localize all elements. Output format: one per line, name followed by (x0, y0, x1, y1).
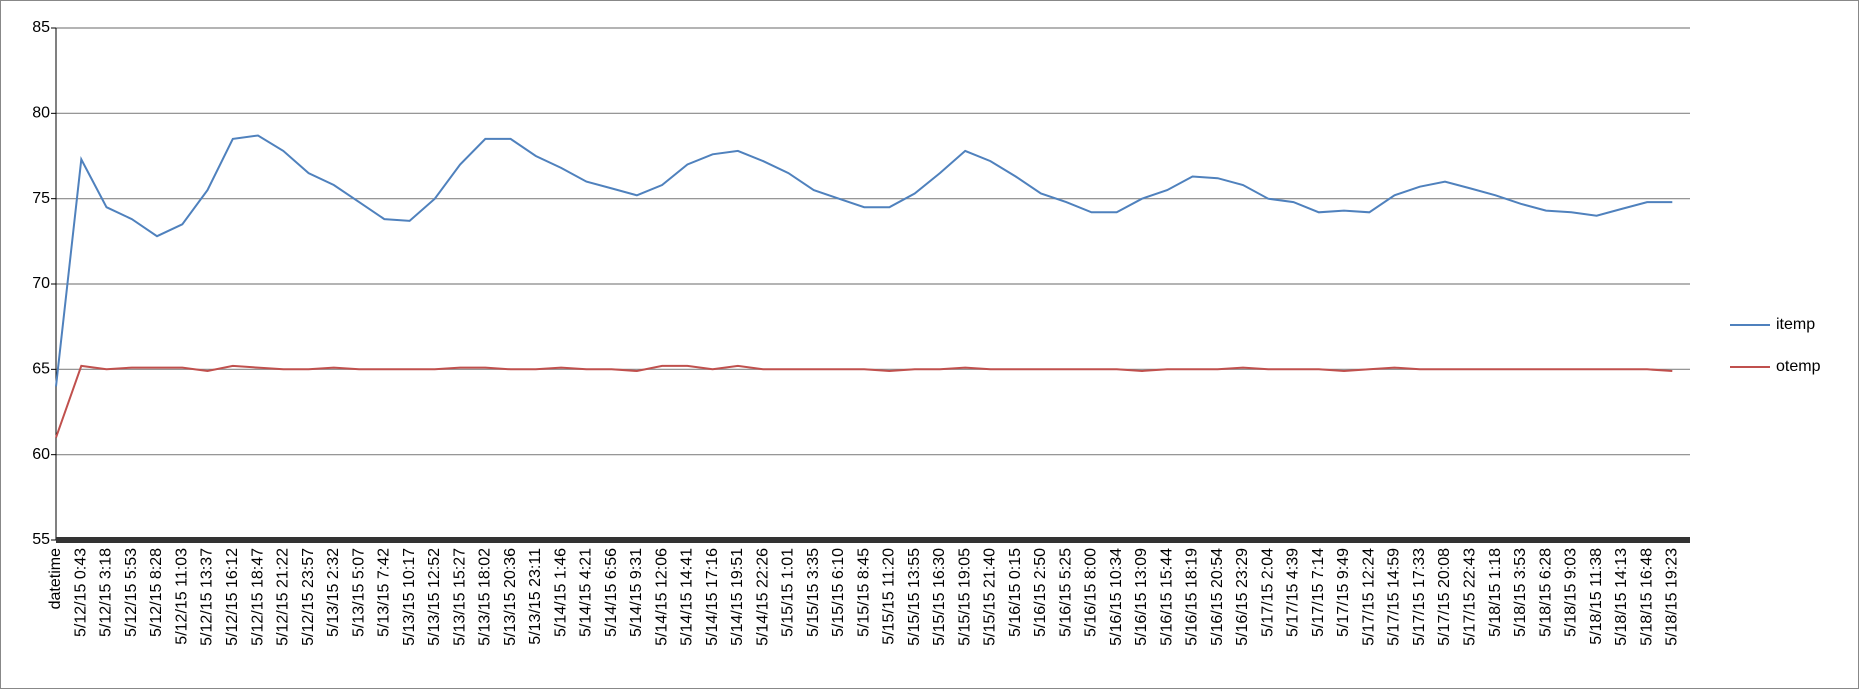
x-tick-label: 5/13/15 2:32 (325, 548, 342, 637)
x-tick-label: 5/16/15 23:29 (1234, 548, 1251, 646)
x-tick-label: 5/13/15 18:02 (477, 548, 494, 646)
x-tick-label: 5/17/15 17:33 (1411, 548, 1428, 646)
x-tick-label: 5/16/15 8:00 (1083, 548, 1100, 637)
x-tick-label: 5/13/15 12:52 (426, 548, 443, 646)
x-tick-label: 5/14/15 1:46 (552, 548, 569, 637)
x-tick-label: 5/12/15 3:18 (98, 548, 115, 637)
x-tick-label: 5/14/15 14:41 (679, 548, 696, 646)
x-tick-label: 5/15/15 3:35 (805, 548, 822, 637)
x-tick-label: 5/16/15 0:15 (1007, 548, 1024, 637)
x-tick-label: 5/15/15 1:01 (780, 548, 797, 637)
x-tick-label: 5/17/15 4:39 (1285, 548, 1302, 637)
x-tick-label: 5/15/15 6:10 (830, 548, 847, 637)
x-tick-label: 5/14/15 9:31 (628, 548, 645, 637)
x-tick-label: 5/12/15 13:37 (199, 548, 216, 646)
x-tick-label: 5/18/15 6:28 (1537, 548, 1554, 637)
x-tick-label: 5/17/15 22:43 (1462, 548, 1479, 646)
y-tick-label: 85 (32, 19, 50, 36)
x-tick-label: 5/13/15 7:42 (376, 548, 393, 637)
x-tick-label: 5/18/15 19:23 (1664, 548, 1681, 646)
x-tick-label: 5/14/15 12:06 (653, 548, 670, 646)
x-tick-label: 5/18/15 9:03 (1563, 548, 1580, 637)
series-line (55, 134, 1673, 387)
x-tick-label: 5/17/15 9:49 (1335, 548, 1352, 637)
x-tick-label: 5/13/15 23:11 (527, 548, 544, 645)
x-tick-label: 5/13/15 15:27 (451, 548, 468, 646)
x-tick-label: 5/18/15 14:13 (1613, 548, 1630, 646)
x-tick-label: 5/18/15 11:38 (1588, 548, 1605, 645)
x-tick-label: 5/18/15 1:18 (1487, 548, 1504, 637)
x-tick-label: 5/14/15 17:16 (704, 548, 721, 646)
x-tick-label: 5/17/15 14:59 (1386, 548, 1403, 646)
x-tick-label: 5/16/15 13:09 (1133, 548, 1150, 646)
y-tick-label: 70 (32, 275, 50, 292)
x-tick-label: 5/14/15 22:26 (754, 548, 771, 646)
x-tick-label: 5/15/15 8:45 (855, 548, 872, 637)
y-tick-label: 75 (32, 190, 50, 207)
legend-label: otemp (1776, 358, 1821, 375)
x-tick-label: datetime (47, 548, 64, 609)
x-tick-label: 5/14/15 4:21 (578, 548, 595, 637)
x-tick-label: 5/12/15 5:53 (123, 548, 140, 637)
x-tick-label: 5/15/15 21:40 (982, 548, 999, 646)
x-tick-label: 5/13/15 5:07 (350, 548, 367, 637)
x-tick-label: 5/13/15 20:36 (502, 548, 519, 646)
x-tick-label: 5/12/15 16:12 (224, 548, 241, 646)
x-tick-label: 5/12/15 11:03 (173, 548, 190, 645)
x-tick-label: 5/12/15 23:57 (300, 548, 317, 646)
x-tick-label: 5/17/15 12:24 (1360, 548, 1377, 646)
x-tick-label: 5/14/15 19:51 (729, 548, 746, 646)
x-tick-label: 5/12/15 21:22 (275, 548, 292, 646)
y-tick-label: 60 (32, 446, 50, 463)
x-tick-label: 5/15/15 13:55 (906, 548, 923, 646)
x-tick-label: 5/18/15 3:53 (1512, 548, 1529, 637)
x-tick-label: 5/15/15 19:05 (956, 548, 973, 646)
x-tick-label: 5/13/15 10:17 (401, 548, 418, 646)
x-tick-label: 5/12/15 0:43 (72, 548, 89, 637)
x-tick-label: 5/12/15 8:28 (148, 548, 165, 637)
x-tick-label: 5/17/15 7:14 (1310, 548, 1327, 637)
x-tick-label: 5/15/15 11:20 (881, 548, 898, 645)
x-tick-label: 5/16/15 2:50 (1032, 548, 1049, 637)
x-tick-label: 5/16/15 18:19 (1184, 548, 1201, 646)
x-tick-label: 5/14/15 6:56 (603, 548, 620, 637)
y-tick-label: 80 (32, 105, 50, 122)
series-line (55, 364, 1673, 438)
x-tick-label: 5/16/15 10:34 (1108, 548, 1125, 646)
x-tick-label: 5/17/15 2:04 (1259, 548, 1276, 637)
x-tick-label: 5/12/15 18:47 (249, 548, 266, 646)
legend-label: itemp (1776, 316, 1815, 333)
x-tick-label: 5/16/15 5:25 (1057, 548, 1074, 637)
x-tick-label: 5/16/15 20:54 (1209, 548, 1226, 646)
y-tick-label: 65 (32, 361, 50, 378)
x-tick-label: 5/18/15 16:48 (1638, 548, 1655, 646)
y-tick-label: 55 (32, 531, 50, 548)
x-tick-label: 5/17/15 20:08 (1436, 548, 1453, 646)
x-tick-label: 5/15/15 16:30 (931, 548, 948, 646)
x-tick-label: 5/16/15 15:44 (1158, 548, 1175, 646)
